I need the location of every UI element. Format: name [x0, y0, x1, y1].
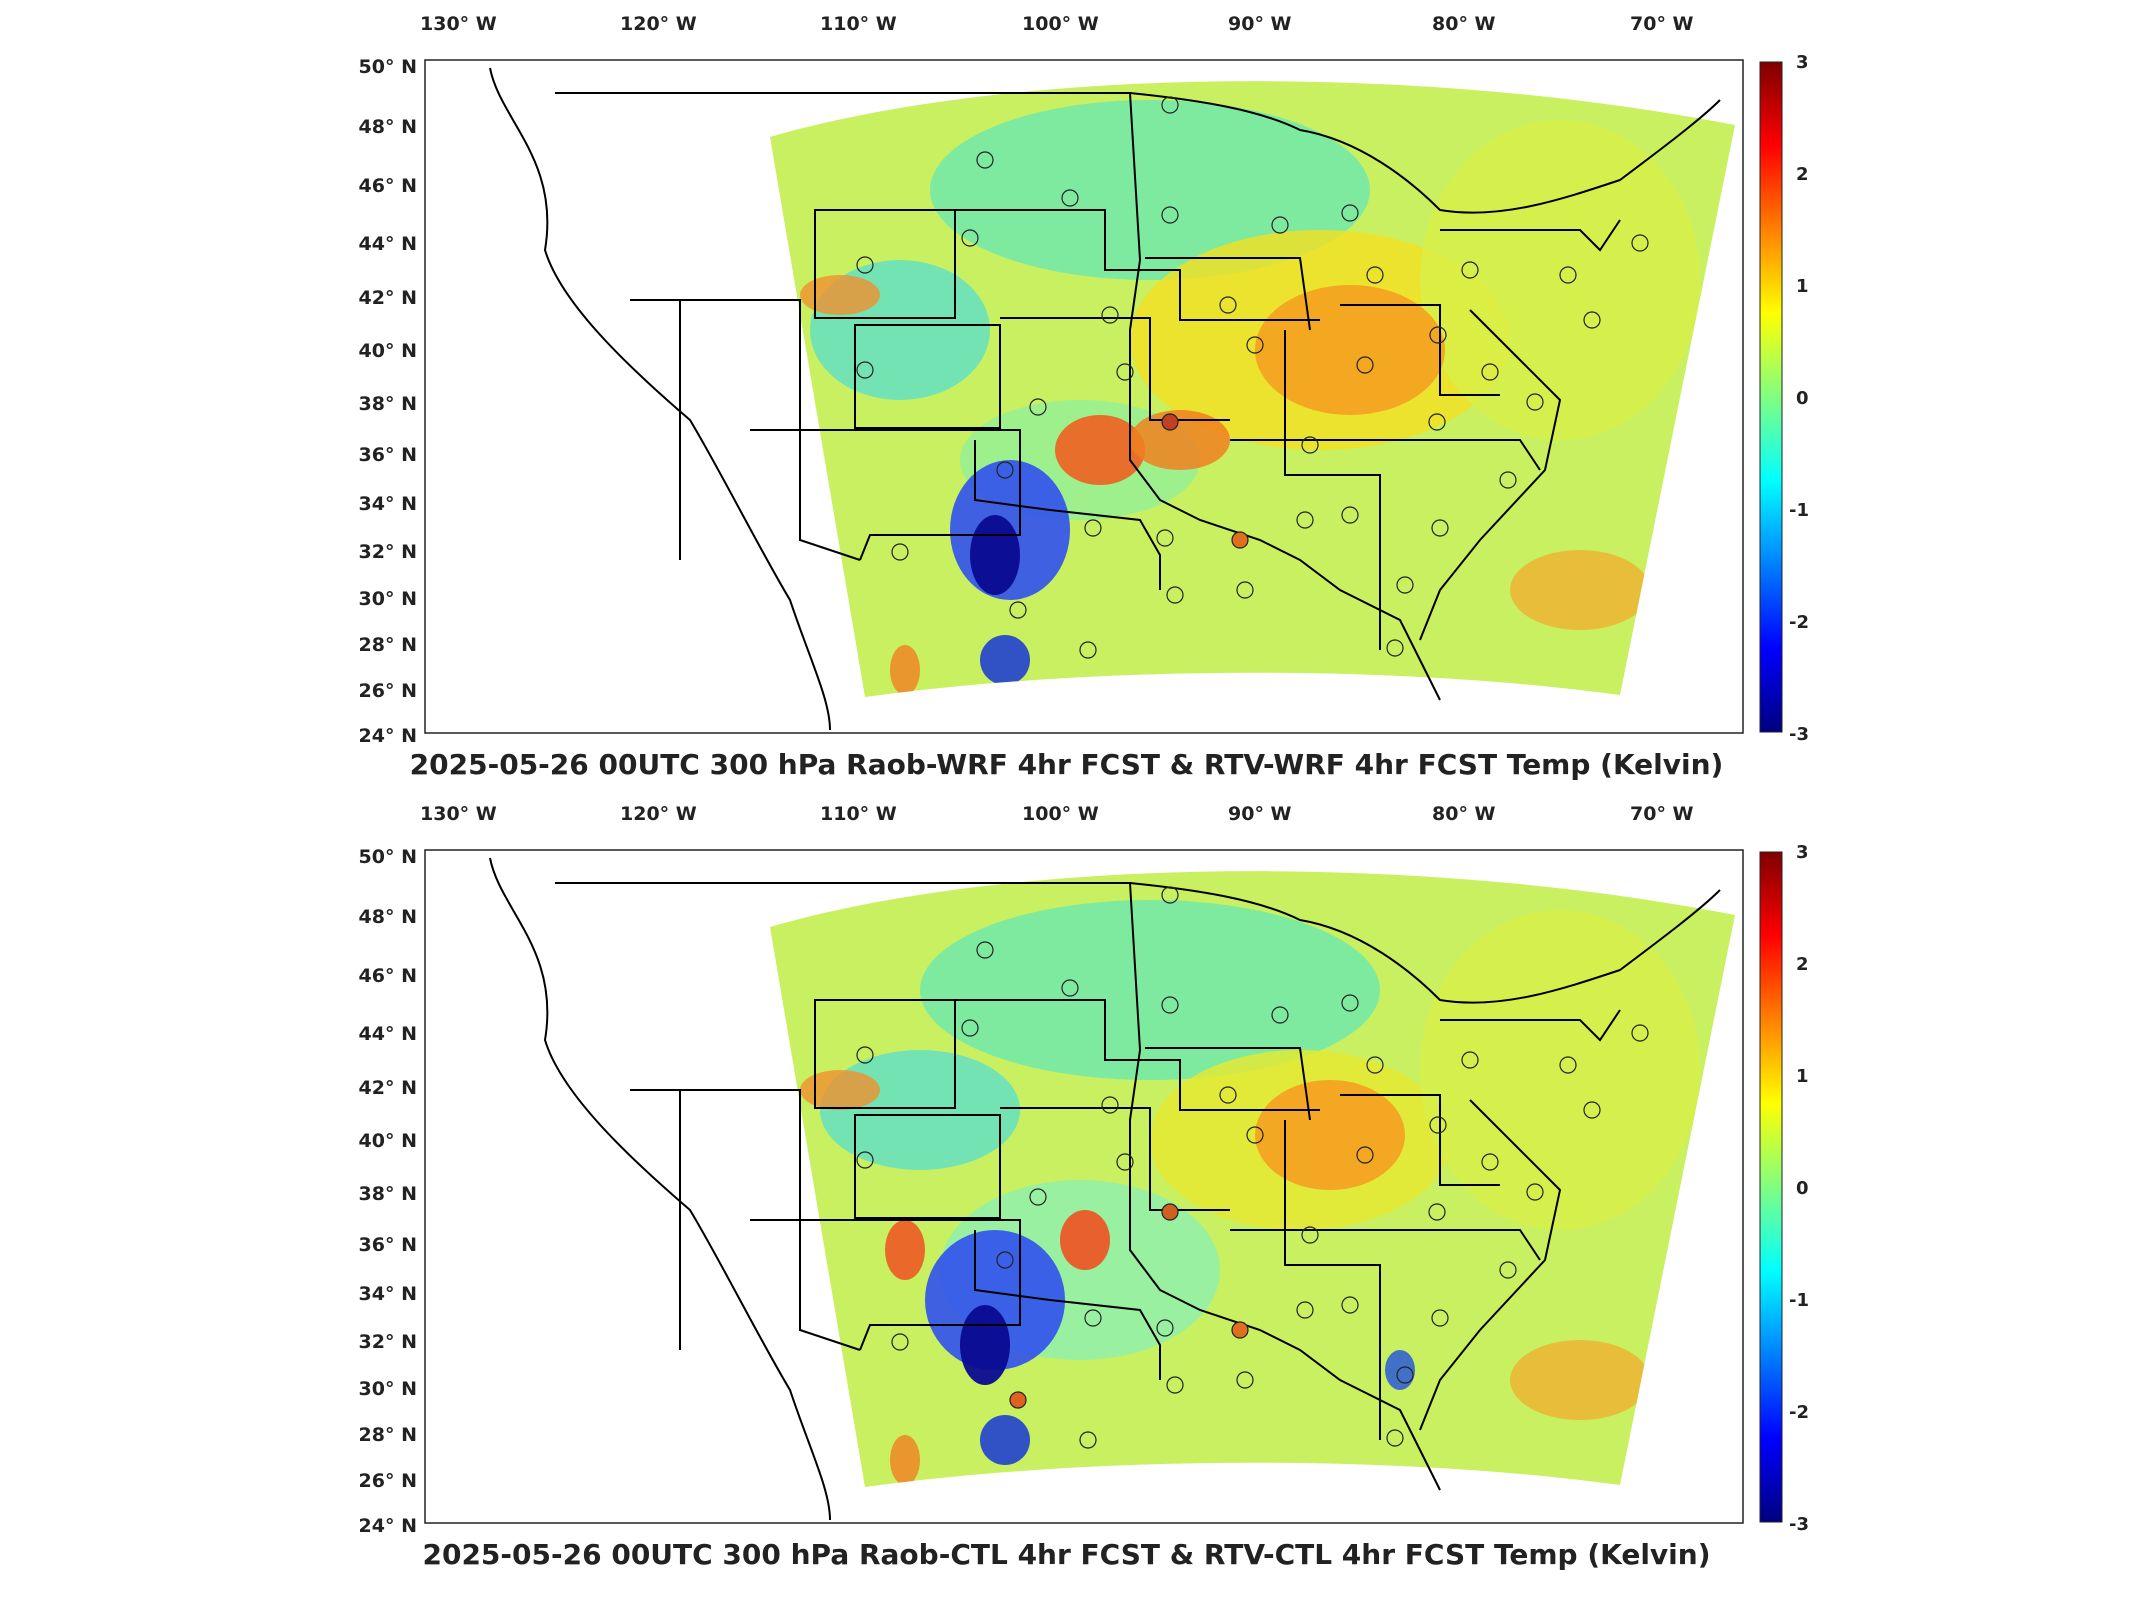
- colorbar-ticks: 3 2 1 0 -1 -2 -3: [1789, 52, 1809, 745]
- colorbar-ticks: 3 2 1 0 -1 -2 -3: [1789, 842, 1809, 1535]
- lat-label: 46° N: [359, 965, 417, 987]
- boundaries: [489, 67, 1721, 731]
- lat-label: 42° N: [359, 287, 417, 309]
- lon-label: 120° W: [620, 803, 697, 825]
- lat-label: 28° N: [359, 1424, 417, 1446]
- latitude-labels: 50° N 48° N 46° N 44° N 42° N 40° N 38° …: [359, 56, 417, 747]
- lat-label: 24° N: [359, 725, 417, 747]
- lat-label: 34° N: [359, 493, 417, 515]
- colorbar-tick: 2: [1796, 164, 1809, 185]
- colorbar-tick: -2: [1789, 612, 1809, 633]
- lat-label: 36° N: [359, 1234, 417, 1256]
- colorbar-tick: 0: [1796, 1178, 1809, 1199]
- lon-label: 80° W: [1432, 803, 1496, 825]
- colorbar-tick: -3: [1789, 1514, 1809, 1535]
- longitude-labels: 130° W 120° W 110° W 100° W 90° W 80° W …: [420, 13, 1694, 35]
- lat-label: 38° N: [359, 1183, 417, 1205]
- panel-title: 2025-05-26 00UTC 300 hPa Raob-WRF 4hr FC…: [409, 748, 1724, 781]
- colorbar-tick: -1: [1789, 500, 1809, 521]
- temperature-field: [770, 81, 1735, 698]
- lat-label: 38° N: [359, 393, 417, 415]
- colorbar-tick: -3: [1789, 724, 1809, 745]
- temperature-field: [770, 871, 1735, 1487]
- lon-label: 130° W: [420, 13, 497, 35]
- lat-label: 32° N: [359, 1331, 417, 1353]
- colorbar-tick: 3: [1796, 52, 1809, 73]
- lat-label: 40° N: [359, 340, 417, 362]
- lat-label: 32° N: [359, 541, 417, 563]
- longitude-labels: 130° W 120° W 110° W 100° W 90° W 80° W …: [420, 803, 1694, 825]
- colorbar-tick: -1: [1789, 1290, 1809, 1311]
- colorbar-tick: 3: [1796, 842, 1809, 863]
- colorbar: 3 2 1 0 -1 -2 -3: [1759, 842, 1809, 1535]
- lat-label: 28° N: [359, 634, 417, 656]
- boundaries: [489, 857, 1721, 1521]
- lon-label: 100° W: [1022, 803, 1099, 825]
- lon-label: 100° W: [1022, 13, 1099, 35]
- colorbar: 3 2 1 0 -1 -2 -3: [1759, 52, 1809, 745]
- panel-bottom: 130° W 120° W 110° W 100° W 90° W 80° W …: [0, 790, 2133, 1600]
- lon-label: 70° W: [1630, 803, 1694, 825]
- lon-label: 110° W: [820, 803, 897, 825]
- lon-label: 130° W: [420, 803, 497, 825]
- lat-label: 40° N: [359, 1130, 417, 1152]
- colorbar-tick: 1: [1796, 1066, 1809, 1087]
- colorbar-tick: 2: [1796, 954, 1809, 975]
- colorbar-tick: -2: [1789, 1402, 1809, 1423]
- lat-label: 50° N: [359, 846, 417, 868]
- lon-label: 120° W: [620, 13, 697, 35]
- lat-label: 26° N: [359, 680, 417, 702]
- colorbar-tick: 0: [1796, 388, 1809, 409]
- colorbar-tick: 1: [1796, 276, 1809, 297]
- lat-label: 30° N: [359, 588, 417, 610]
- panel-title: 2025-05-26 00UTC 300 hPa Raob-CTL 4hr FC…: [422, 1538, 1711, 1571]
- lat-label: 42° N: [359, 1077, 417, 1099]
- lon-label: 110° W: [820, 13, 897, 35]
- lat-label: 46° N: [359, 175, 417, 197]
- lat-label: 24° N: [359, 1515, 417, 1537]
- lat-label: 30° N: [359, 1378, 417, 1400]
- latitude-labels: 50° N 48° N 46° N 44° N 42° N 40° N 38° …: [359, 846, 417, 1537]
- lat-label: 44° N: [359, 1023, 417, 1045]
- station-markers: [856, 886, 1649, 1449]
- lon-label: 70° W: [1630, 13, 1694, 35]
- map-svg-top: 130° W 120° W 110° W 100° W 90° W 80° W …: [359, 13, 1809, 747]
- lat-label: 26° N: [359, 1470, 417, 1492]
- lat-label: 44° N: [359, 233, 417, 255]
- lon-label: 90° W: [1228, 803, 1292, 825]
- map-svg-bottom: 130° W 120° W 110° W 100° W 90° W 80° W …: [359, 803, 1809, 1537]
- lat-label: 50° N: [359, 56, 417, 78]
- lat-label: 34° N: [359, 1283, 417, 1305]
- lon-label: 80° W: [1432, 13, 1496, 35]
- lat-label: 48° N: [359, 116, 417, 138]
- lat-label: 36° N: [359, 444, 417, 466]
- lon-label: 90° W: [1228, 13, 1292, 35]
- panel-top: 130° W 120° W 110° W 100° W 90° W 80° W …: [0, 0, 2133, 790]
- station-markers: [856, 96, 1649, 659]
- lat-label: 48° N: [359, 906, 417, 928]
